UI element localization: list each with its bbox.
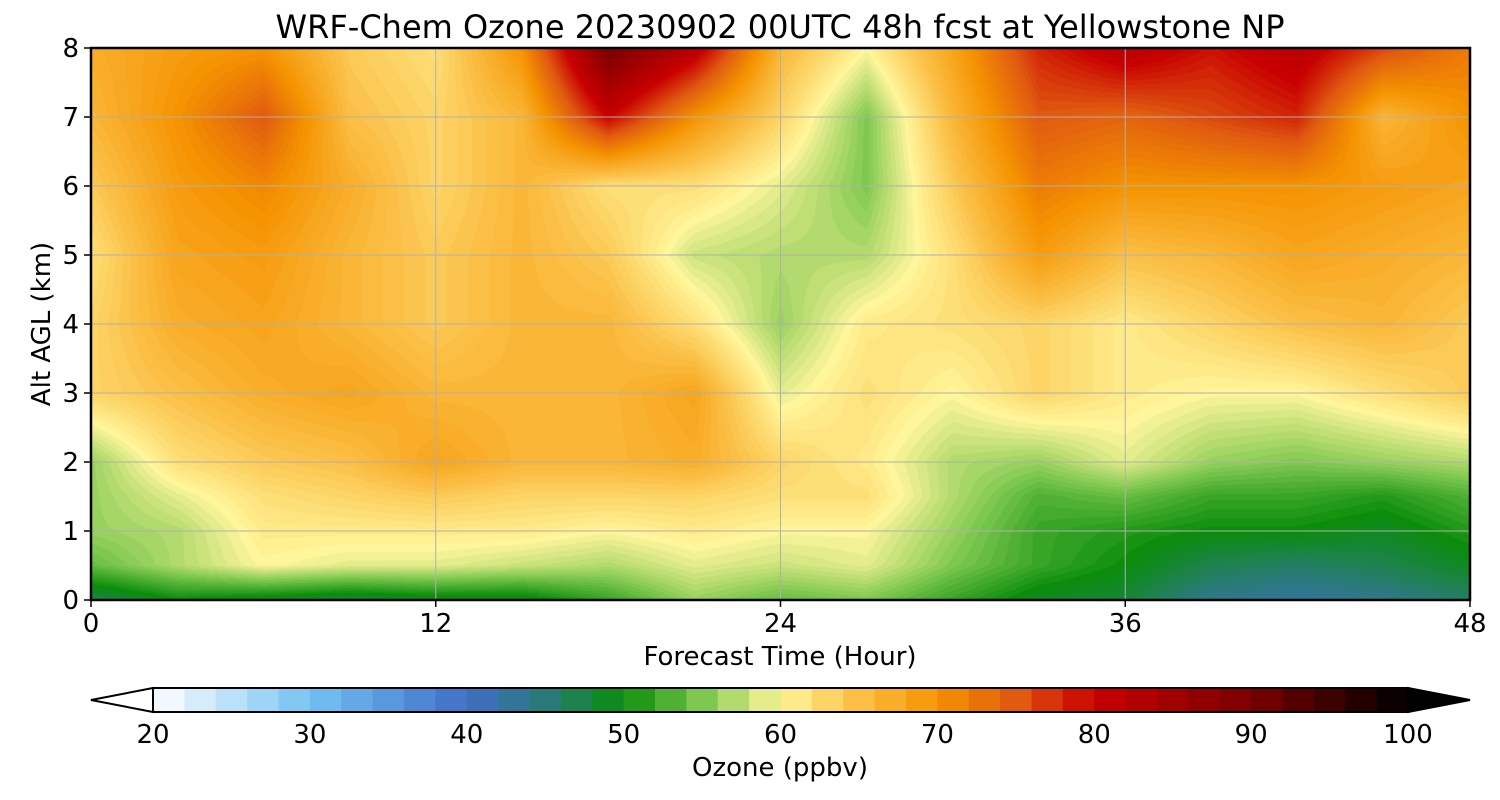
colorbar-segment	[968, 688, 1001, 712]
colorbar: 20 30 40 50 60 70 80 90 100	[90, 686, 1471, 750]
colorbar-segment	[1345, 688, 1378, 712]
y-tick-label: 8	[62, 34, 79, 64]
chart-title: WRF-Chem Ozone 20230902 00UTC 48h fcst a…	[276, 8, 1285, 46]
colorbar-segment	[404, 688, 436, 712]
colorbar-tick-label: 80	[1078, 720, 1111, 750]
colorbar-segment	[592, 688, 625, 712]
y-tick-label: 6	[62, 172, 79, 202]
colorbar-segment	[1313, 688, 1346, 712]
colorbar-segment	[184, 688, 217, 712]
y-tick-label: 3	[62, 379, 79, 409]
colorbar-segment	[560, 688, 593, 712]
x-tick-label: 0	[83, 609, 100, 639]
colorbar-segment	[686, 688, 719, 712]
colorbar-tick-label: 60	[764, 720, 797, 750]
colorbar-segment	[1188, 688, 1221, 712]
y-tick-label: 5	[62, 241, 79, 271]
colorbar-tick-label: 90	[1235, 720, 1268, 750]
x-tick-label: 24	[764, 609, 797, 639]
colorbar-max-extend	[1407, 686, 1471, 714]
colorbar-tick-label: 20	[136, 720, 169, 750]
colorbar-label: Ozone (ppbv)	[692, 753, 868, 783]
colorbar-segment	[153, 688, 185, 712]
x-tick-label: 12	[419, 609, 452, 639]
colorbar-segment	[623, 688, 656, 712]
colorbar-segment	[749, 688, 782, 712]
colorbar-segment	[1219, 688, 1252, 712]
y-tick-label: 4	[62, 310, 79, 340]
y-tick-label: 1	[62, 517, 79, 547]
y-tick-label: 7	[62, 103, 79, 133]
colorbar-segment	[1157, 688, 1189, 712]
colorbar-segment	[655, 688, 687, 712]
colorbar-segment	[278, 688, 311, 712]
colorbar-segment	[906, 688, 938, 712]
colorbar-segment	[874, 688, 907, 712]
colorbar-min-extend	[90, 686, 154, 714]
y-tick-label: 2	[62, 448, 79, 478]
colorbar-segment	[1251, 688, 1284, 712]
colorbar-segment	[1000, 688, 1033, 712]
colorbar-segment	[811, 688, 844, 712]
colorbar-segment	[780, 688, 813, 712]
colorbar-tick-label: 30	[293, 720, 326, 750]
colorbar-segment	[372, 688, 405, 712]
colorbar-segment	[341, 688, 374, 712]
colorbar-segment	[717, 688, 750, 712]
colorbar-tick-label: 40	[450, 720, 483, 750]
colorbar-segment	[247, 688, 280, 712]
colorbar-segment	[215, 688, 248, 712]
colorbar-segment	[1031, 688, 1064, 712]
x-axis-label: Forecast Time (Hour)	[643, 642, 916, 672]
colorbar-segment	[435, 688, 468, 712]
colorbar-frame	[152, 687, 1409, 713]
colorbar-segment	[843, 688, 876, 712]
colorbar-segment	[1125, 688, 1158, 712]
x-tick-label: 36	[1109, 609, 1142, 639]
colorbar-segment	[1376, 688, 1409, 712]
y-tick-label: 0	[62, 586, 79, 616]
x-tick-label: 48	[1453, 609, 1486, 639]
colorbar-segment	[937, 688, 970, 712]
colorbar-tick-label: 70	[921, 720, 954, 750]
colorbar-tick-label: 100	[1383, 720, 1433, 750]
colorbar-segment	[1282, 688, 1315, 712]
colorbar-tick-label: 50	[607, 720, 640, 750]
y-axis-label: Alt AGL (km)	[27, 242, 57, 406]
colorbar-segment	[498, 688, 531, 712]
colorbar-segment	[529, 688, 562, 712]
colorbar-segment	[1062, 688, 1095, 712]
colorbar-segment	[466, 688, 499, 712]
colorbar-segment	[1094, 688, 1127, 712]
colorbar-segment	[309, 688, 342, 712]
